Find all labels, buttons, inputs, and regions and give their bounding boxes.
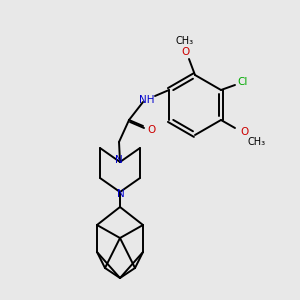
Text: Cl: Cl	[238, 77, 248, 87]
Text: O: O	[147, 125, 155, 135]
Text: O: O	[241, 127, 249, 137]
Text: NH: NH	[139, 95, 155, 105]
Text: N: N	[117, 189, 125, 199]
Text: CH₃: CH₃	[176, 36, 194, 46]
Text: CH₃: CH₃	[248, 137, 266, 147]
Text: N: N	[115, 155, 123, 165]
Text: O: O	[181, 47, 189, 57]
